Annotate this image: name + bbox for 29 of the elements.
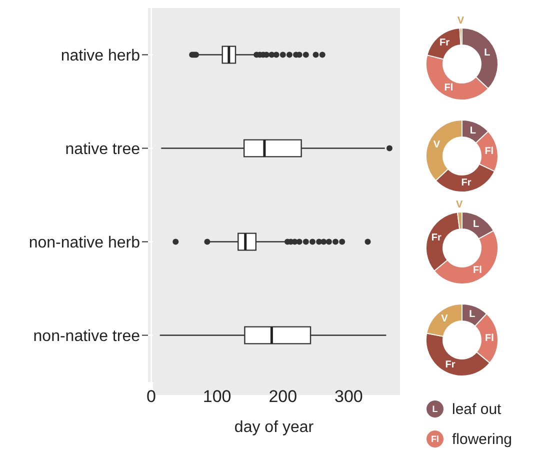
slice-label: V	[456, 200, 463, 211]
slice-label: L	[484, 48, 490, 59]
slice-label: Fl	[484, 146, 494, 158]
x-axis-title: day of year	[234, 419, 314, 436]
x-tick-label: 200	[268, 387, 298, 406]
slice-label: Fr	[439, 37, 450, 48]
x-tick-label: 300	[334, 387, 363, 406]
slice-label: Fl	[473, 265, 482, 276]
y-tick-label: non-native herb	[28, 234, 140, 252]
category-label: L	[432, 404, 438, 414]
slice-label: L	[469, 308, 476, 320]
text: leaf out	[452, 400, 502, 418]
slice-label: Fl	[444, 82, 454, 94]
category-label: Fl	[431, 434, 439, 444]
y-tick-label: non-native tree	[33, 328, 140, 345]
slice-label: Fr	[431, 232, 442, 244]
text: flowering	[452, 430, 512, 448]
y-tick-label: native herb	[60, 47, 140, 64]
slice-label: V	[457, 16, 464, 27]
slice-label: L	[470, 125, 476, 136]
slice-label: L	[472, 218, 480, 230]
slice-label: V	[441, 313, 448, 324]
slice-label: Fl	[485, 332, 494, 344]
slice-label: Fr	[461, 178, 472, 189]
slice-label: V	[433, 140, 440, 151]
y-tick-label: native tree	[65, 140, 140, 158]
slice-label: Fr	[445, 359, 456, 370]
x-tick-label: 100	[202, 387, 232, 406]
x-tick-label: 0	[146, 387, 156, 406]
